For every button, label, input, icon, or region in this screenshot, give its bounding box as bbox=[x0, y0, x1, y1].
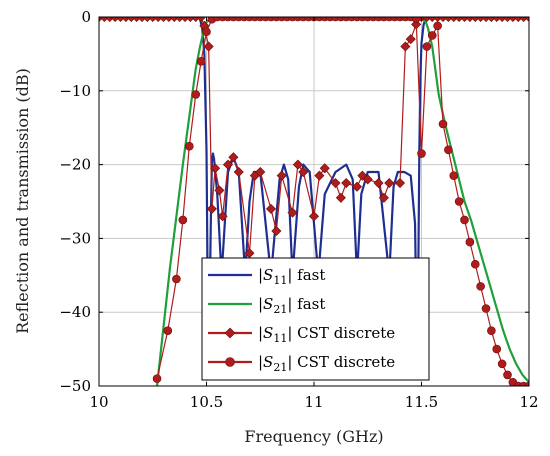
data-point-circle bbox=[185, 141, 194, 151]
data-point-diamond bbox=[335, 192, 346, 203]
data-point-circle bbox=[497, 359, 507, 369]
data-point-circle bbox=[427, 31, 437, 40]
data-point-circle bbox=[454, 197, 464, 206]
series-line-0 bbox=[99, 17, 529, 373]
legend-marker-diamond bbox=[224, 327, 236, 339]
data-point-diamond bbox=[330, 178, 341, 189]
x-tick-labels: 10 10.5 11 11.5 12 bbox=[89, 17, 539, 411]
data-point-diamond bbox=[217, 211, 228, 222]
y-tick-label: −10 bbox=[59, 82, 91, 100]
data-point-diamond bbox=[314, 170, 325, 181]
data-point-circle bbox=[202, 27, 211, 37]
data-point-diamond bbox=[400, 41, 411, 52]
data-point-diamond bbox=[384, 178, 395, 189]
data-point-diamond bbox=[271, 225, 282, 237]
data-point-diamond bbox=[203, 41, 214, 52]
data-point-circle bbox=[460, 215, 469, 225]
data-point-diamond bbox=[362, 174, 373, 185]
x-tick-label: 11 bbox=[304, 393, 323, 411]
data-point-diamond bbox=[206, 203, 217, 214]
data-point-circle bbox=[481, 304, 491, 313]
y-tick-label: −40 bbox=[59, 303, 91, 321]
y-axis-label: Reflection and transmission (dB) bbox=[13, 68, 32, 334]
data-point-circle bbox=[503, 370, 512, 380]
data-point-circle bbox=[524, 381, 529, 386]
data-point-diamond bbox=[292, 159, 303, 170]
data-point-diamond bbox=[373, 178, 384, 189]
legend-box bbox=[201, 257, 430, 381]
y-tick-label: −50 bbox=[59, 377, 91, 395]
legend-label: |S11| fast bbox=[258, 266, 325, 287]
y-tick-label: 0 bbox=[81, 8, 91, 26]
data-point-diamond bbox=[276, 170, 287, 181]
data-point-circle bbox=[476, 282, 485, 291]
legend-label: |S21| CST discrete bbox=[258, 353, 395, 374]
data-point-diamond bbox=[351, 181, 363, 192]
data-point-circle bbox=[487, 326, 496, 335]
y-tick-labels: 0 −10 −20 −30 −40 −50 bbox=[59, 8, 529, 395]
data-point-circle bbox=[152, 374, 162, 383]
x-tick-label: 12 bbox=[519, 393, 538, 411]
data-point-diamond bbox=[405, 34, 416, 45]
legend-label: |S11| CST discrete bbox=[258, 324, 395, 345]
data-point-circle bbox=[163, 326, 173, 335]
data-point-circle bbox=[438, 119, 448, 129]
data-point-circle bbox=[178, 215, 188, 225]
data-point-diamond bbox=[196, 17, 207, 23]
data-point-circle bbox=[191, 90, 201, 99]
data-point-circle bbox=[492, 344, 502, 354]
data-point-diamond bbox=[341, 178, 352, 189]
data-point-diamond bbox=[228, 152, 239, 163]
data-point-circle bbox=[433, 21, 442, 31]
data-point-circle bbox=[470, 259, 480, 269]
data-point-circle bbox=[172, 274, 181, 284]
data-point-circle bbox=[411, 17, 421, 23]
x-tick-label: 11.5 bbox=[405, 393, 438, 411]
plot-series bbox=[99, 17, 529, 386]
y-tick-label: −20 bbox=[59, 156, 91, 174]
data-point-circle bbox=[465, 237, 475, 247]
data-point-diamond bbox=[298, 166, 309, 178]
data-point-diamond bbox=[319, 163, 330, 174]
data-point-diamond bbox=[523, 17, 529, 23]
data-point-circle bbox=[422, 42, 432, 51]
data-point-diamond bbox=[378, 192, 389, 203]
legend: |S11| fast |S21| fast |S11| CST discrete |S… bbox=[201, 257, 430, 381]
data-point-diamond bbox=[287, 207, 298, 218]
data-point-diamond bbox=[233, 166, 244, 178]
data-point-diamond bbox=[214, 185, 225, 196]
data-point-diamond bbox=[308, 211, 320, 222]
data-point-diamond bbox=[222, 159, 234, 170]
data-point-circle bbox=[449, 171, 459, 180]
y-tick-label: −30 bbox=[59, 229, 91, 247]
x-tick-label: 10.5 bbox=[190, 393, 223, 411]
data-point-diamond bbox=[210, 163, 221, 174]
data-point-circle bbox=[196, 56, 206, 66]
x-axis-label: Frequency (GHz) bbox=[244, 427, 383, 446]
x-tick-label: 10 bbox=[89, 393, 108, 411]
data-point-diamond bbox=[255, 166, 266, 178]
legend-label: |S21| fast bbox=[258, 295, 325, 316]
data-point-circle bbox=[444, 145, 453, 155]
data-point-diamond bbox=[265, 203, 277, 214]
data-point-diamond bbox=[394, 178, 406, 189]
data-point-circle bbox=[417, 149, 426, 158]
legend-marker-circle bbox=[225, 357, 235, 367]
